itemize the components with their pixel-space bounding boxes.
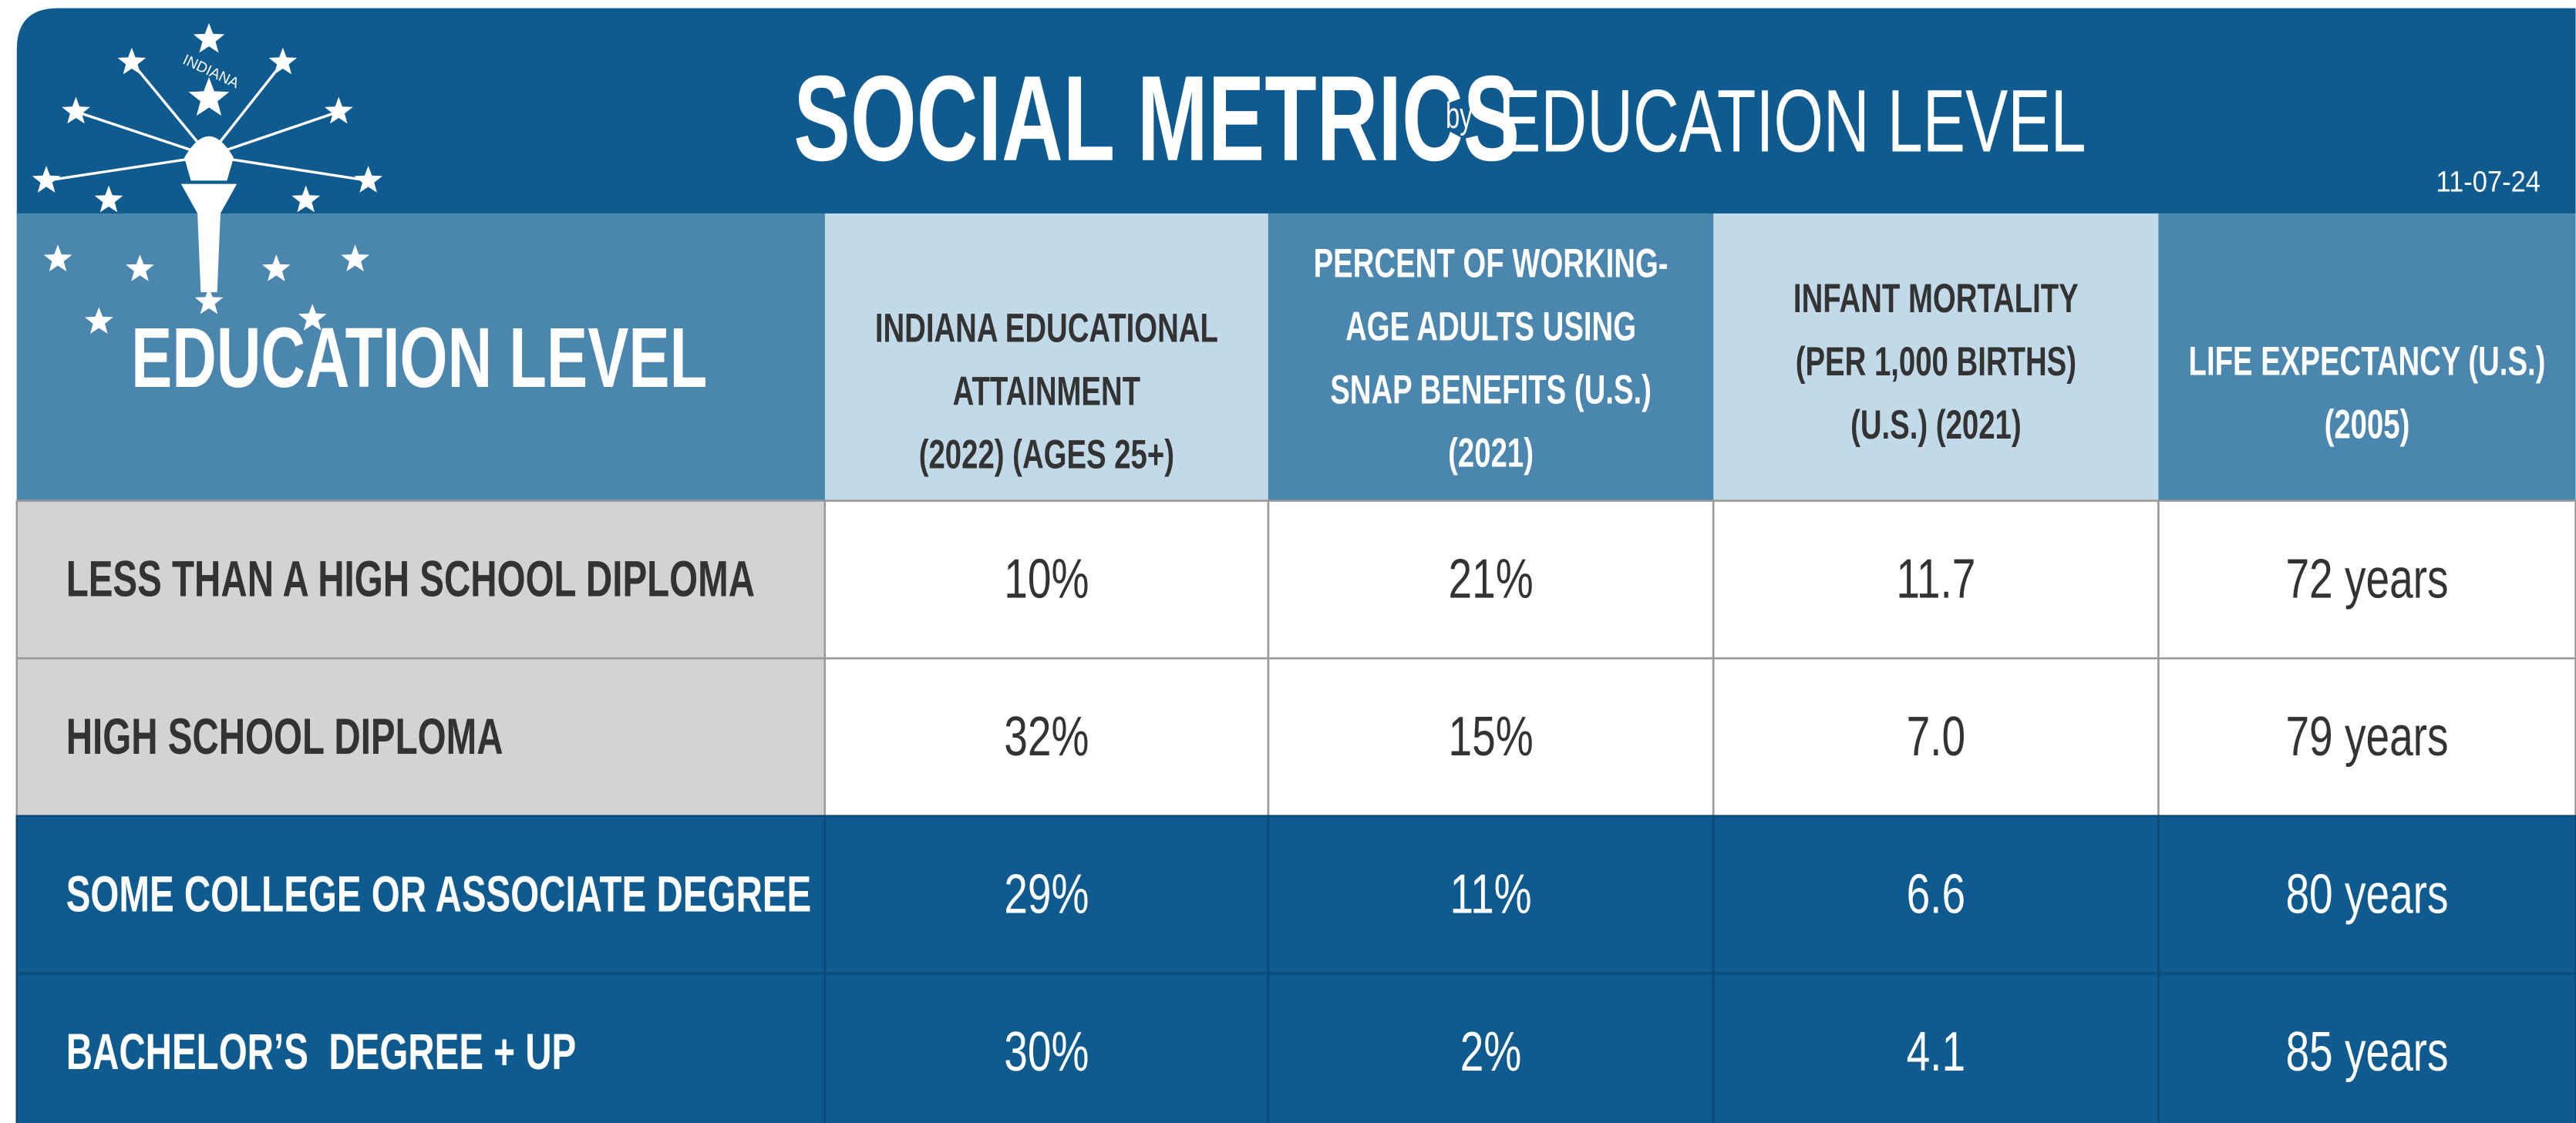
table-cell [1712, 815, 2160, 975]
logo-star [324, 96, 353, 124]
logo-ray [45, 154, 210, 182]
logo-ray [207, 61, 285, 157]
title-suffix: EDUCATION LEVEL [1498, 72, 2086, 171]
logo-star [194, 287, 224, 314]
cell-value: 21% [1448, 547, 1533, 610]
table-cell [1267, 815, 1715, 975]
logo-ray [208, 154, 369, 182]
row-label: LESS THAN A HIGH SCHOOL DIPLOMA [66, 551, 755, 607]
logo-star [262, 254, 291, 281]
table-cell [15, 499, 827, 660]
cell-value: 6.6 [1907, 862, 1966, 925]
table-cell [2157, 657, 2576, 817]
cell-value: 32% [1004, 705, 1089, 768]
logo-ray [130, 61, 210, 157]
table-cell [2157, 499, 2576, 660]
logo-star [43, 244, 72, 272]
logo-star [268, 47, 298, 75]
header-label: (U.S.) (2021) [1850, 402, 2022, 448]
title: SOCIAL METRICS [793, 50, 1520, 186]
cell-value: 85 years [2285, 1020, 2448, 1082]
header-label: AGE ADULTS USING [1345, 303, 1636, 349]
logo-star [94, 185, 123, 213]
header-cell [1268, 213, 1714, 501]
header-cell [2158, 213, 2576, 501]
title-by: by [1446, 95, 1473, 136]
torch-flame [184, 136, 234, 181]
cell-value: 30% [1004, 1020, 1089, 1082]
table-cell [15, 972, 827, 1123]
cell-value: 72 years [2285, 547, 2448, 610]
header-label: ATTAINMENT [953, 368, 1140, 414]
header-cell [824, 213, 1268, 501]
logo-star [62, 96, 90, 124]
header-label: INDIANA EDUCATIONAL [875, 304, 1218, 351]
table-cell [15, 815, 827, 975]
logo-star [126, 254, 154, 281]
table-cell [1712, 499, 2160, 660]
cell-value: 10% [1004, 547, 1089, 610]
table-cell [15, 657, 827, 817]
cell-value: 80 years [2285, 862, 2448, 925]
header-label: (PER 1,000 BIRTHS) [1796, 338, 2076, 385]
logo-star [341, 244, 369, 272]
header-label: SNAP BENEFITS (U.S.) [1330, 366, 1652, 412]
table-cell [823, 972, 1270, 1123]
row-label: SOME COLLEGE OR ASSOCIATE DEGREE [66, 866, 811, 923]
header-label: (2022) (AGES 25+) [919, 431, 1174, 477]
date: 11-07-24 [2436, 165, 2541, 198]
header-label: EDUCATION LEVEL [131, 311, 707, 405]
table-cell [1267, 972, 1715, 1123]
header-cell [1713, 213, 2159, 501]
cell-value: 79 years [2285, 705, 2448, 768]
logo-ray [208, 110, 339, 157]
cell-value: 11% [1450, 862, 1532, 925]
header-label: (2005) [2325, 401, 2410, 447]
cell-value: 15% [1448, 705, 1533, 768]
torch-handle [180, 183, 237, 293]
logo-star [188, 77, 230, 116]
cell-value: 4.1 [1907, 1020, 1966, 1082]
header-cell [16, 213, 825, 501]
logo-star [117, 47, 146, 75]
logo-star [354, 166, 382, 193]
row-label: HIGH SCHOOL DIPLOMA [66, 709, 503, 765]
header-label: PERCENT OF WORKING- [1314, 240, 1669, 286]
row-label: BACHELOR’S DEGREE + UP [66, 1024, 577, 1081]
logo-star [298, 304, 327, 331]
header-label: (2021) [1448, 429, 1534, 476]
header-label: LIFE EXPECTANCY (U.S.) [2189, 338, 2546, 384]
logo-star [84, 307, 113, 335]
table-cell [2157, 815, 2576, 975]
cell-value: 2% [1460, 1020, 1522, 1082]
logo-star [193, 22, 225, 53]
logo-star [32, 166, 61, 193]
cell-value: 11.7 [1896, 547, 1975, 610]
table-cell [823, 815, 1270, 975]
cell-value: 29% [1004, 862, 1089, 925]
table-cell [1712, 657, 2160, 817]
header-label: INFANT MORTALITY [1793, 275, 2079, 321]
table-cell [2157, 972, 2576, 1123]
logo-star [291, 185, 321, 213]
logo-ray [75, 110, 210, 157]
cell-value: 7.0 [1907, 705, 1966, 768]
table-cell [1712, 972, 2160, 1123]
